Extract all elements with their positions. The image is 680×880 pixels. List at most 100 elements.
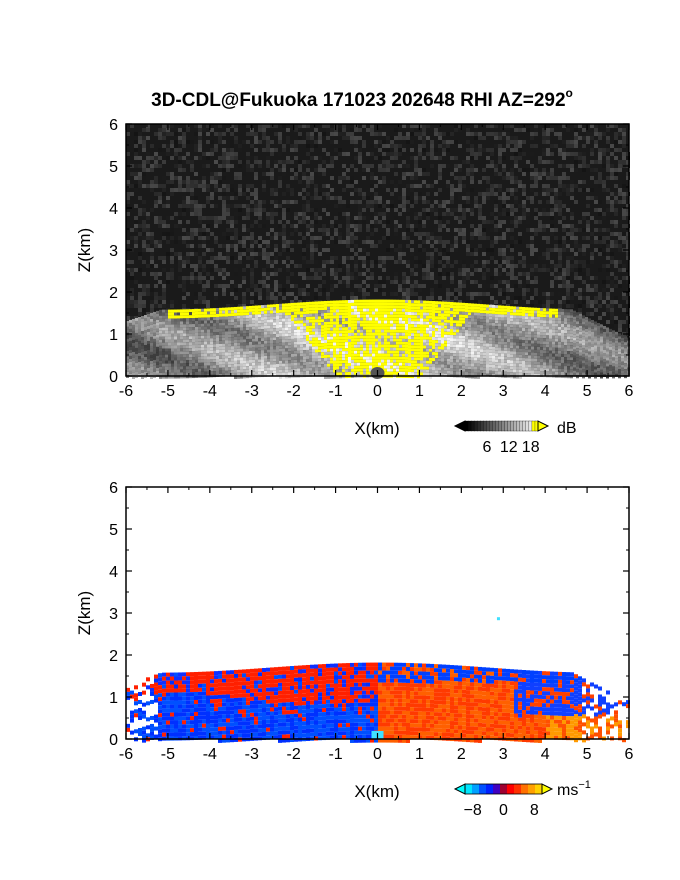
noise-cell [162,136,166,140]
noise-cell [470,236,474,240]
echo-cell [147,370,150,374]
noise-cell [622,160,626,164]
noise-cell [558,136,562,140]
noise-cell [454,240,458,244]
noise-cell [354,148,358,152]
noise-cell [542,172,546,176]
noise-cell [534,176,538,180]
echo-cell [246,360,249,364]
echo-cell [171,327,174,331]
echo-cell [255,350,258,354]
noise-cell [362,208,366,212]
noise-cell [510,140,514,144]
noise-cell [134,164,138,168]
noise-cell [434,212,438,216]
echo-cell [144,332,147,336]
noise-cell [202,288,206,292]
noise-cell [194,200,198,204]
noise-cell [174,260,178,264]
noise-cell [546,140,550,144]
echo-cell [249,317,252,321]
echo-cell [240,312,243,316]
noise-cell [522,200,526,204]
noise-cell [194,196,198,200]
echo-cell [126,368,129,372]
echo-cell [243,324,246,328]
noise-cell [538,200,542,204]
echo-cell [141,363,144,367]
noise-cell [302,292,306,296]
noise-cell [226,212,230,216]
noise-cell [398,204,402,208]
echo-cell [129,343,132,347]
noise-cell [446,268,450,272]
noise-cell [210,288,214,292]
noise-cell [258,296,262,300]
noise-cell [542,132,546,136]
noise-cell [178,148,182,152]
noise-cell [186,236,190,240]
echo-cell [222,349,225,353]
noise-cell [334,196,338,200]
echo-cell [246,312,249,316]
echo-cell [135,326,138,330]
noise-cell [498,232,502,236]
noise-cell [498,172,502,176]
noise-cell [402,204,406,208]
echo-cell [192,342,195,346]
noise-cell [478,132,482,136]
echo-cell [210,332,213,336]
noise-cell [266,232,270,236]
echo-cell [216,311,219,315]
noise-cell [458,184,462,188]
echo-cell [210,311,213,315]
echo-cell [189,348,192,352]
noise-cell [626,212,630,216]
noise-cell [454,236,458,240]
noise-cell [194,184,198,188]
noise-cell [542,152,546,156]
noise-cell [274,204,278,208]
echo-cell [147,319,150,323]
noise-cell [206,156,210,160]
noise-cell [458,284,462,288]
noise-cell [462,188,466,192]
noise-cell [230,220,234,224]
noise-cell [262,172,266,176]
echo-cell [243,366,246,370]
noise-cell [566,188,570,192]
noise-cell [322,208,326,212]
noise-cell [258,244,262,248]
echo-cell [252,368,255,372]
noise-cell [454,156,458,160]
noise-cell [446,240,450,244]
echo-cell [183,333,186,337]
noise-cell [626,152,630,156]
noise-cell [302,140,306,144]
noise-cell [594,308,598,312]
noise-cell [198,276,202,280]
noise-cell [274,172,278,176]
echo-cell [240,375,243,379]
noise-cell [314,132,318,136]
noise-cell [614,140,618,144]
echo-cell [234,312,237,316]
noise-cell [138,300,142,304]
noise-cell [294,176,298,180]
noise-cell [622,308,626,312]
echo-cell [177,360,180,364]
noise-cell [274,200,278,204]
noise-cell [466,192,470,196]
echo-cell [198,353,201,357]
noise-cell [450,300,454,304]
noise-cell [386,256,390,260]
noise-cell [446,208,450,212]
noise-cell [126,304,130,308]
echo-cell [129,364,132,368]
echo-cell [183,327,186,331]
noise-cell [582,152,586,156]
echo-cell [240,333,243,337]
noise-cell [590,132,594,136]
noise-cell [466,140,470,144]
noise-cell [454,288,458,292]
